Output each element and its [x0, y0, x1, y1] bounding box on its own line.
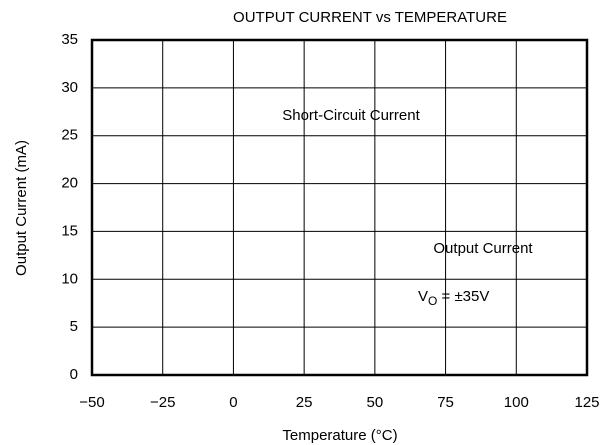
y-axis-label: Output Current (mA) [13, 140, 30, 276]
annotation-sub: O [428, 294, 437, 308]
y-tick-label: 15 [61, 222, 78, 239]
series-label: Short-Circuit Current [282, 107, 420, 124]
x-tick-label: 75 [437, 394, 454, 411]
x-tick-label: 25 [296, 394, 313, 411]
y-tick-label: 5 [70, 318, 78, 335]
y-tick-label: 25 [61, 127, 78, 144]
x-tick-label: −50 [79, 394, 104, 411]
x-tick-label: 125 [574, 394, 599, 411]
annotation-base: V [418, 288, 428, 305]
y-tick-label: 20 [61, 175, 78, 192]
y-tick-label: 30 [61, 79, 78, 96]
chart-title: OUTPUT CURRENT vs TEMPERATURE [233, 9, 507, 26]
x-tick-label: −25 [150, 394, 175, 411]
x-tick-label: 100 [504, 394, 529, 411]
x-axis-label: Temperature (°C) [282, 427, 397, 444]
y-tick-label: 0 [70, 366, 78, 383]
annotation-rest: = ±35V [437, 288, 489, 305]
y-tick-label: 35 [61, 31, 78, 48]
x-tick-label: 0 [229, 394, 237, 411]
series-label: Output Current [433, 240, 533, 257]
annotation: VO = ±35V [418, 288, 489, 308]
x-tick-label: 50 [367, 394, 384, 411]
y-tick-label: 10 [61, 270, 78, 287]
plot-frame [90, 38, 589, 377]
